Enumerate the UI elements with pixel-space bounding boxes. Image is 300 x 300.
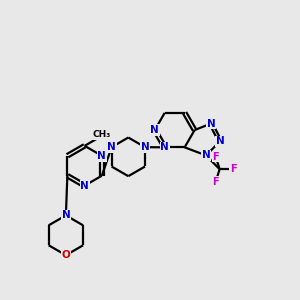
Text: N: N: [107, 142, 116, 152]
Text: N: N: [160, 142, 169, 152]
Text: N: N: [80, 181, 89, 191]
Text: N: N: [61, 210, 70, 220]
Text: N: N: [206, 118, 215, 129]
Text: CH₃: CH₃: [92, 130, 110, 139]
Text: N: N: [216, 136, 224, 146]
Text: F: F: [212, 177, 219, 187]
Text: F: F: [212, 152, 219, 162]
Text: N: N: [98, 151, 106, 161]
Text: N: N: [202, 150, 210, 161]
Text: N: N: [141, 142, 149, 152]
Text: F: F: [230, 164, 236, 174]
Text: O: O: [61, 250, 70, 260]
Text: N: N: [150, 125, 159, 135]
